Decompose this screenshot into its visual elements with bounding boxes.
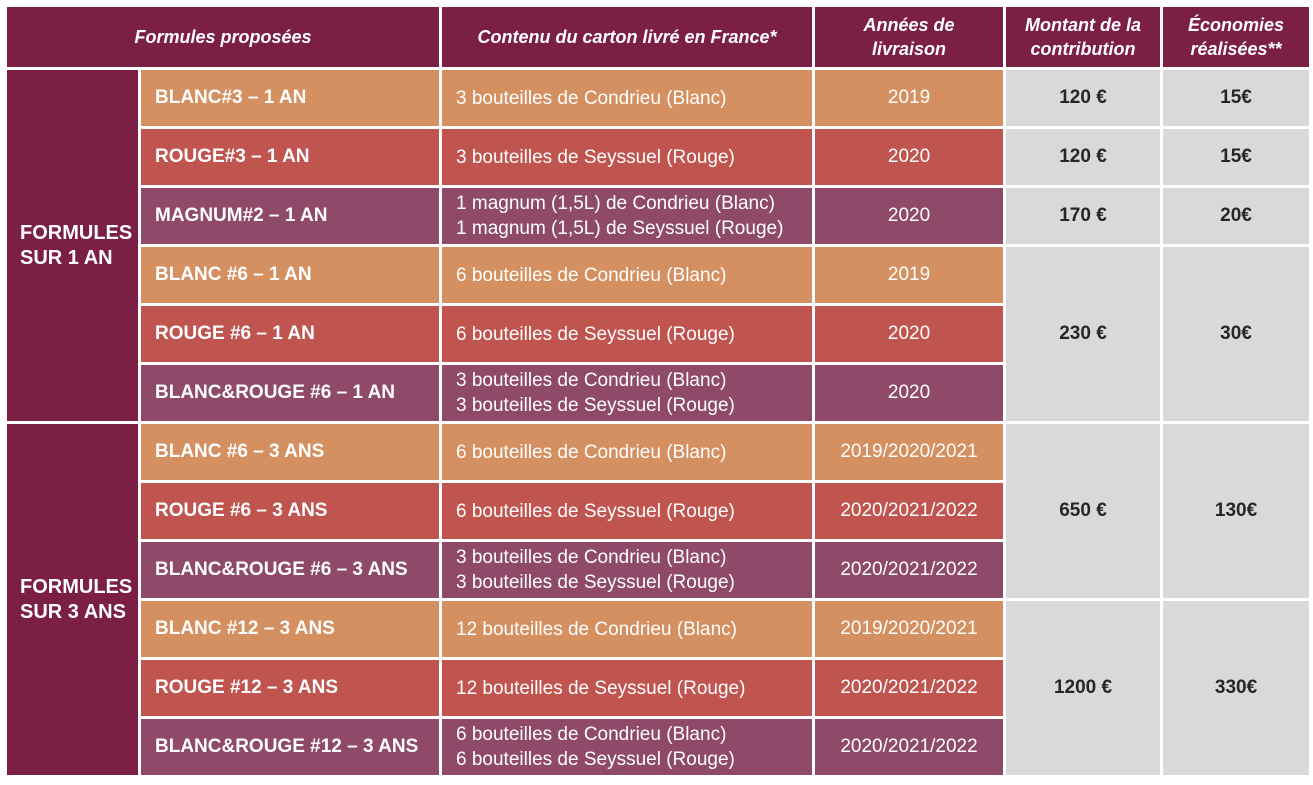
- years-cell: 2020/2021/2022: [815, 542, 1004, 598]
- table-row: BLANC&ROUGE #6 – 1 AN 3 bouteilles de Co…: [7, 365, 1309, 421]
- amount-cell: 170 €: [1006, 188, 1161, 244]
- formula-name: ROUGE #6 – 3 ANS: [141, 483, 440, 539]
- years-cell: 2019: [815, 70, 1004, 126]
- content-cell: 12 bouteilles de Seyssuel (Rouge): [442, 660, 813, 716]
- formula-name: BLANC #12 – 3 ANS: [141, 601, 440, 657]
- content-line: 6 bouteilles de Condrieu (Blanc): [456, 264, 727, 286]
- amount-cell: 650 €: [1006, 424, 1161, 598]
- table-row: BLANC&ROUGE #6 – 3 ANS 3 bouteilles de C…: [7, 542, 1309, 598]
- content-cell: 6 bouteilles de Condrieu (Blanc) 6 boute…: [442, 719, 813, 775]
- header-montant-line2: contribution: [1030, 39, 1136, 59]
- table-row: ROUGE #6 – 3 ANS 6 bouteilles de Seyssue…: [7, 483, 1309, 539]
- years-cell: 2020: [815, 306, 1004, 362]
- table-row: ROUGE #12 – 3 ANS 12 bouteilles de Seyss…: [7, 660, 1309, 716]
- formula-name: BLANC&ROUGE #6 – 1 AN: [141, 365, 440, 421]
- table-row: ROUGE#3 – 1 AN 3 bouteilles de Seyssuel …: [7, 129, 1310, 185]
- table-row: MAGNUM#2 – 1 AN 1 magnum (1,5L) de Condr…: [7, 188, 1310, 244]
- years-cell: 2020/2021/2022: [815, 660, 1004, 716]
- content-cell: 3 bouteilles de Condrieu (Blanc) 3 boute…: [442, 365, 813, 421]
- header-row: Formules proposées Contenu du carton liv…: [7, 7, 1310, 67]
- header-economies-line2: réalisées**: [1190, 39, 1282, 59]
- header-annees-line2: livraison: [872, 39, 947, 59]
- group-label-1-an: FORMULES SUR 1 AN: [7, 70, 138, 421]
- content-cell: 1 magnum (1,5L) de Condrieu (Blanc) 1 ma…: [442, 188, 813, 244]
- years-cell: 2019: [815, 247, 1004, 303]
- content-line: 12 bouteilles de Condrieu (Blanc): [456, 618, 737, 640]
- table-row: BLANC #12 – 3 ANS 12 bouteilles de Condr…: [7, 601, 1310, 775]
- formula-name: BLANC #6 – 1 AN: [141, 247, 440, 303]
- formula-name: MAGNUM#2 – 1 AN: [141, 188, 440, 244]
- table-row: FORMULES SUR 3 ANS BLANC #6 – 3 ANS 6 bo…: [7, 424, 1310, 775]
- formula-name: BLANC&ROUGE #6 – 3 ANS: [141, 542, 440, 598]
- content-cell: 12 bouteilles de Condrieu (Blanc): [442, 601, 813, 657]
- years-cell: 2020: [815, 129, 1004, 185]
- years-cell: 2020/2021/2022: [815, 483, 1004, 539]
- table-row: BLANC #6 – 1 AN 6 bouteilles de Condrieu…: [7, 247, 1310, 421]
- years-cell: 2020: [815, 365, 1004, 421]
- content-cell: 6 bouteilles de Seyssuel (Rouge): [442, 306, 813, 362]
- content-cell: 3 bouteilles de Condrieu (Blanc): [442, 70, 813, 126]
- table-row: FORMULES SUR 1 AN BLANC#3 – 1 AN 3 boute…: [7, 70, 1310, 421]
- content-line: 3 bouteilles de Condrieu (Blanc): [456, 370, 727, 391]
- header-economies-line1: Économies: [1188, 15, 1285, 35]
- years-cell: 2020/2021/2022: [815, 719, 1004, 775]
- header-montant-line1: Montant de la: [1025, 15, 1142, 35]
- amount-cell: 230 €: [1006, 247, 1161, 421]
- table-row: BLANC&ROUGE #12 – 3 ANS 6 bouteilles de …: [7, 719, 1309, 775]
- content-line: 1 magnum (1,5L) de Seyssuel (Rouge): [456, 218, 784, 239]
- years-cell: 2020: [815, 188, 1004, 244]
- content-line: 12 bouteilles de Seyssuel (Rouge): [456, 677, 746, 699]
- group-label-line: SUR 1 AN: [20, 246, 113, 269]
- savings-cell: 330€: [1163, 601, 1310, 775]
- group-label-line: FORMULES: [20, 221, 133, 244]
- group-label-line: SUR 3 ANS: [20, 600, 126, 623]
- formula-name: BLANC#3 – 1 AN: [141, 70, 440, 126]
- header-montant: Montant de la contribution: [1006, 7, 1161, 67]
- savings-cell: 30€: [1163, 247, 1310, 421]
- amount-cell: 120 €: [1006, 129, 1161, 185]
- content-cell: 3 bouteilles de Seyssuel (Rouge): [442, 129, 813, 185]
- content-cell: 6 bouteilles de Condrieu (Blanc): [442, 247, 813, 303]
- years-cell: 2019/2020/2021: [815, 424, 1004, 480]
- content-line: 3 bouteilles de Condrieu (Blanc): [456, 547, 727, 568]
- header-annees: Années de livraison: [815, 7, 1004, 67]
- amount-cell: 120 €: [1006, 70, 1161, 126]
- content-line: 6 bouteilles de Condrieu (Blanc): [456, 441, 727, 463]
- header-economies: Économies réalisées**: [1163, 7, 1310, 67]
- savings-cell: 20€: [1163, 188, 1310, 244]
- group-label-3-ans: FORMULES SUR 3 ANS: [7, 424, 138, 775]
- formula-name: ROUGE #12 – 3 ANS: [141, 660, 440, 716]
- header-annees-line1: Années de: [863, 15, 955, 35]
- content-line: 6 bouteilles de Seyssuel (Rouge): [456, 749, 735, 770]
- amount-cell: 1200 €: [1006, 601, 1161, 775]
- content-cell: 3 bouteilles de Condrieu (Blanc) 3 boute…: [442, 542, 813, 598]
- savings-cell: 130€: [1163, 424, 1310, 598]
- formula-name: BLANC #6 – 3 ANS: [141, 424, 440, 480]
- formula-name: BLANC&ROUGE #12 – 3 ANS: [141, 719, 440, 775]
- content-line: 6 bouteilles de Seyssuel (Rouge): [456, 323, 735, 345]
- header-formules: Formules proposées: [7, 7, 440, 67]
- formula-name: ROUGE#3 – 1 AN: [141, 129, 440, 185]
- formula-name: ROUGE #6 – 1 AN: [141, 306, 440, 362]
- group-label-line: FORMULES: [20, 575, 133, 598]
- years-cell: 2019/2020/2021: [815, 601, 1004, 657]
- savings-cell: 15€: [1163, 70, 1310, 126]
- table-row: ROUGE #6 – 1 AN 6 bouteilles de Seyssuel…: [7, 306, 1309, 362]
- content-line: 3 bouteilles de Seyssuel (Rouge): [456, 395, 735, 416]
- content-line: 3 bouteilles de Seyssuel (Rouge): [456, 572, 735, 593]
- content-line: 3 bouteilles de Condrieu (Blanc): [456, 87, 727, 109]
- header-contenu: Contenu du carton livré en France*: [442, 7, 813, 67]
- content-line: 1 magnum (1,5L) de Condrieu (Blanc): [456, 193, 775, 214]
- content-line: 3 bouteilles de Seyssuel (Rouge): [456, 146, 735, 168]
- savings-cell: 15€: [1163, 129, 1310, 185]
- content-line: 6 bouteilles de Seyssuel (Rouge): [456, 500, 735, 522]
- pricing-table: Formules proposées Contenu du carton liv…: [4, 4, 1312, 778]
- content-cell: 6 bouteilles de Seyssuel (Rouge): [442, 483, 813, 539]
- content-line: 6 bouteilles de Condrieu (Blanc): [456, 724, 727, 745]
- content-cell: 6 bouteilles de Condrieu (Blanc): [442, 424, 813, 480]
